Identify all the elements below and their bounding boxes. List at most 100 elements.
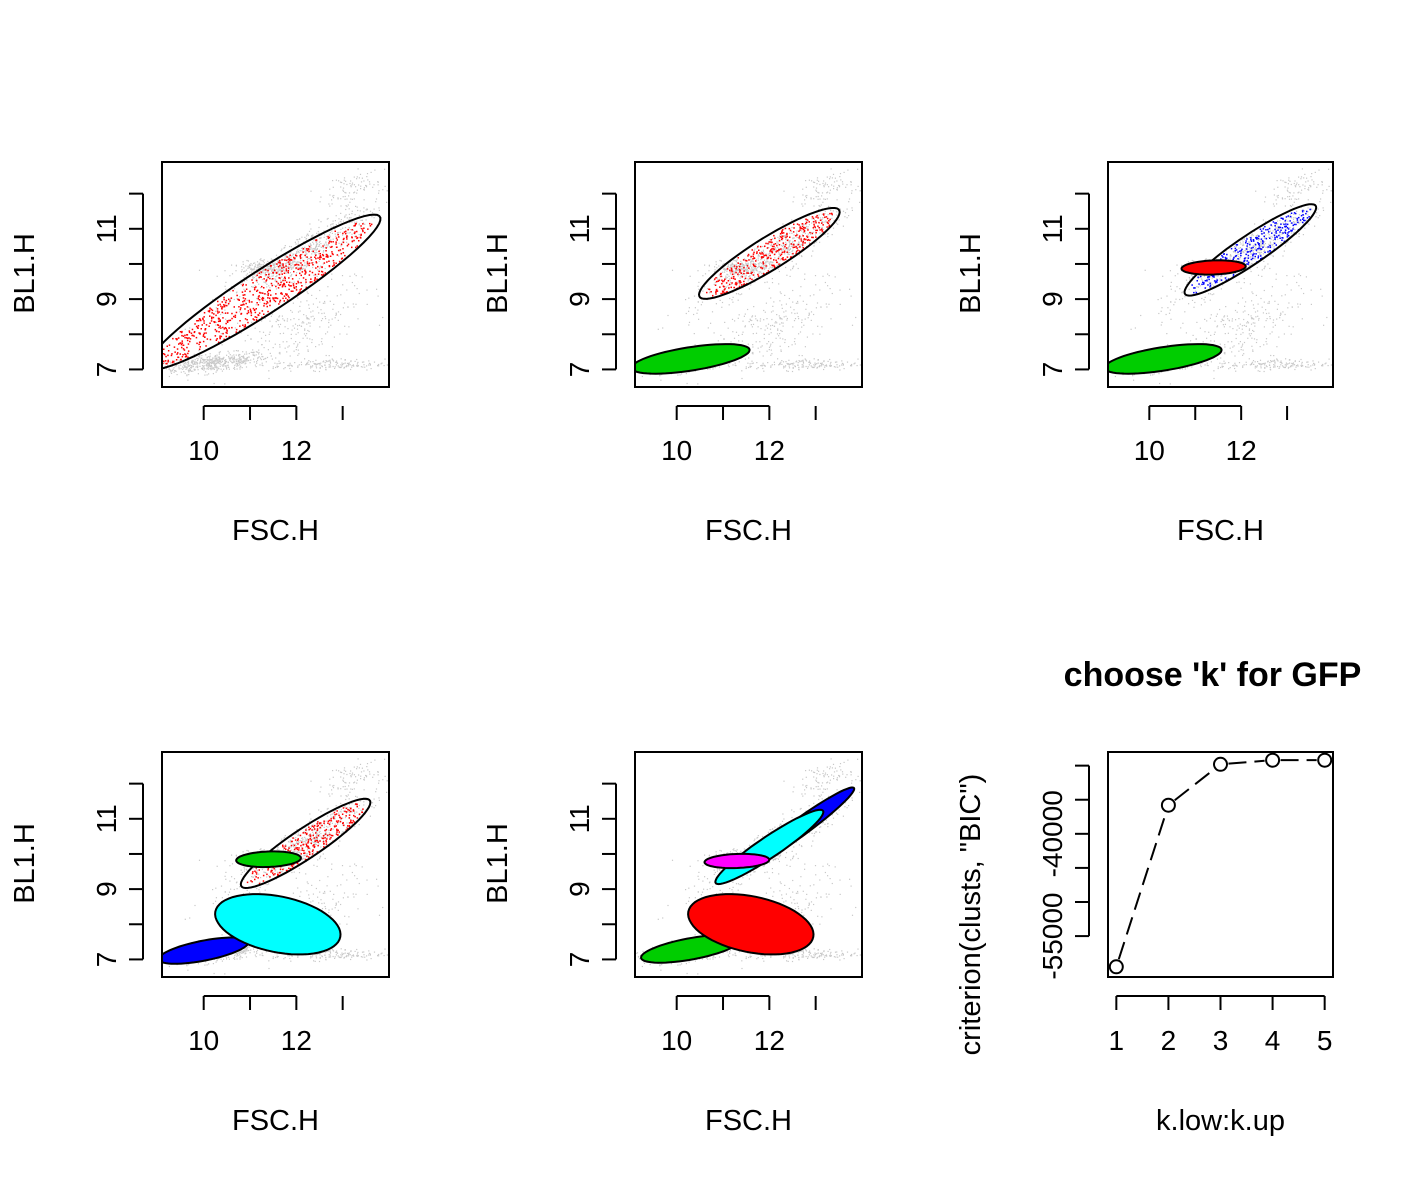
background-event-point: [326, 331, 329, 333]
background-event-point: [737, 317, 739, 319]
background-event-point: [805, 308, 807, 310]
background-event-point: [718, 274, 720, 276]
background-event-point: [276, 363, 278, 365]
cluster-point: [736, 266, 738, 268]
background-event-point: [252, 286, 254, 288]
background-event-point: [378, 209, 380, 211]
background-event-point: [250, 268, 252, 270]
background-event-point: [320, 265, 322, 267]
background-event-point: [823, 198, 825, 200]
background-event-point: [751, 273, 753, 275]
cluster-point: [181, 331, 183, 334]
cluster-point: [216, 338, 218, 340]
background-event-point: [785, 315, 787, 317]
background-event-point: [770, 244, 772, 247]
cluster-point: [781, 251, 784, 254]
background-event-point: [348, 213, 350, 215]
background-event-point: [329, 359, 331, 361]
background-event-point: [386, 190, 388, 192]
background-event-point: [788, 367, 791, 369]
background-event-point: [350, 198, 352, 200]
cluster-point: [757, 273, 759, 276]
background-event-point: [838, 219, 840, 221]
background-event-point: [757, 259, 759, 261]
background-event-point: [730, 273, 732, 275]
cluster-point: [341, 257, 344, 259]
background-event-point: [373, 361, 376, 363]
background-event-point: [256, 361, 258, 363]
background-event-point: [754, 268, 756, 270]
background-event-point: [318, 219, 320, 221]
background-event-point: [349, 364, 351, 366]
background-event-point: [786, 362, 788, 365]
cluster-point: [762, 253, 764, 255]
cluster-point: [798, 250, 801, 252]
background-event-point: [815, 189, 817, 191]
background-event-point: [788, 244, 791, 246]
background-event-point: [328, 360, 330, 362]
background-event-point: [326, 246, 328, 248]
background-event-point: [356, 189, 358, 191]
background-event-point: [770, 243, 772, 245]
cluster-point: [288, 288, 290, 291]
background-event-point: [239, 368, 241, 370]
background-event-point: [332, 359, 334, 361]
cluster-point: [321, 266, 323, 268]
background-event-point: [801, 360, 803, 362]
background-event-point: [846, 184, 848, 186]
cluster-point: [747, 255, 749, 257]
background-event-point: [272, 259, 274, 261]
cluster-point: [330, 241, 332, 243]
cluster-point: [187, 350, 190, 352]
background-event-point: [270, 266, 272, 268]
background-event-point: [289, 362, 291, 364]
background-event-point: [310, 367, 312, 369]
background-event-point: [287, 328, 289, 330]
cluster-point: [264, 293, 266, 295]
background-event-point: [762, 245, 764, 248]
cluster-point: [275, 271, 278, 274]
background-event-point: [285, 272, 287, 274]
background-event-point: [257, 341, 259, 343]
cluster-point: [171, 361, 174, 364]
background-event-point: [243, 280, 245, 282]
cluster-point: [799, 246, 801, 248]
background-event-point: [275, 254, 278, 256]
background-event-point: [758, 255, 760, 257]
background-event-point: [850, 295, 852, 297]
background-event-point: [235, 350, 237, 352]
background-event-point: [235, 363, 237, 365]
background-event-point: [373, 208, 375, 210]
background-event-point: [798, 254, 800, 256]
background-event-point: [214, 361, 216, 363]
cluster-point: [267, 269, 269, 272]
background-event-point: [228, 352, 230, 354]
background-event-point: [715, 261, 717, 263]
background-event-point: [240, 360, 242, 362]
cluster-point: [321, 271, 324, 273]
background-event-point: [693, 313, 695, 316]
background-event-point: [274, 266, 276, 268]
cluster-point: [826, 221, 829, 224]
background-event-point: [741, 268, 743, 270]
background-event-point: [739, 294, 741, 296]
background-event-point: [190, 362, 192, 364]
cluster-point: [317, 257, 319, 259]
background-event-point: [357, 361, 359, 363]
cluster-point: [297, 281, 300, 284]
cluster-point: [163, 353, 165, 355]
background-event-point: [300, 250, 302, 252]
background-event-point: [744, 358, 746, 360]
cluster-point: [249, 290, 251, 293]
background-event-point: [738, 340, 740, 342]
background-event-point: [237, 365, 239, 367]
cluster-point: [812, 217, 815, 220]
background-event-point: [815, 187, 818, 189]
cluster-point: [756, 252, 758, 255]
background-event-point: [820, 204, 822, 206]
background-event-point: [752, 261, 755, 263]
cluster-point: [225, 299, 228, 302]
background-event-point: [206, 367, 208, 369]
background-event-point: [258, 270, 260, 272]
cluster-point: [261, 285, 263, 288]
